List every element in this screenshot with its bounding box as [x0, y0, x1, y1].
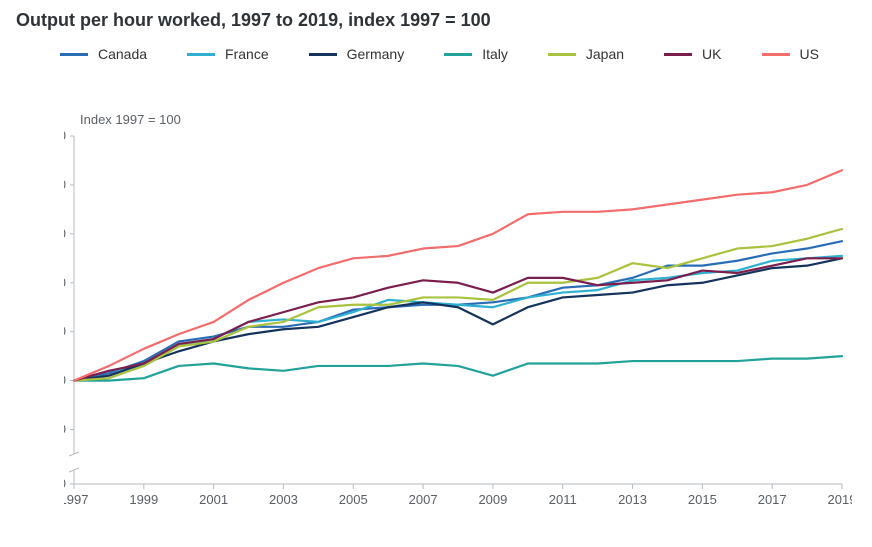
legend-label: UK	[702, 46, 721, 62]
y-tick-label: 90	[64, 422, 66, 437]
y-tick-label: 100	[64, 373, 66, 388]
legend-label: France	[225, 46, 269, 62]
legend: Canada France Germany Italy Japan UK US	[60, 46, 852, 62]
chart-container: Output per hour worked, 1997 to 2019, in…	[0, 0, 872, 547]
legend-swatch-icon	[664, 53, 692, 56]
legend-label: Japan	[586, 46, 624, 62]
x-tick-label: 2005	[339, 492, 368, 507]
legend-swatch-icon	[762, 53, 790, 56]
x-tick-label: 2017	[758, 492, 787, 507]
x-tick-label: 1999	[129, 492, 158, 507]
x-tick-label: 2019	[828, 492, 852, 507]
legend-item-us[interactable]: US	[762, 46, 819, 62]
legend-label: Italy	[482, 46, 508, 62]
x-tick-label: 2009	[478, 492, 507, 507]
legend-label: Germany	[347, 46, 405, 62]
x-tick-label: 2011	[549, 492, 577, 507]
legend-item-france[interactable]: France	[187, 46, 269, 62]
series-canada	[74, 241, 842, 380]
legend-swatch-icon	[309, 53, 337, 56]
series-italy	[74, 356, 842, 380]
legend-swatch-icon	[548, 53, 576, 56]
legend-swatch-icon	[187, 53, 215, 56]
y-tick-label: 120	[64, 275, 66, 290]
y-tick-label: 110	[64, 324, 66, 339]
x-tick-label: 2003	[269, 492, 298, 507]
legend-swatch-icon	[60, 53, 88, 56]
chart-title: Output per hour worked, 1997 to 2019, in…	[16, 10, 491, 31]
legend-item-uk[interactable]: UK	[664, 46, 721, 62]
y-tick-label: 140	[64, 177, 66, 192]
x-tick-label: 1997	[64, 492, 88, 507]
y-tick-label: 130	[64, 226, 66, 241]
y-axis-note: Index 1997 = 100	[80, 112, 181, 127]
x-tick-label: 2013	[618, 492, 647, 507]
chart-plot: 0 90 100 110 120 130 140 150 1997 1999 2001 2003 200…	[64, 130, 852, 512]
legend-label: Canada	[98, 46, 147, 62]
x-tick-label: 2015	[688, 492, 717, 507]
legend-swatch-icon	[444, 53, 472, 56]
legend-label: US	[800, 46, 819, 62]
legend-item-germany[interactable]: Germany	[309, 46, 405, 62]
legend-item-canada[interactable]: Canada	[60, 46, 147, 62]
x-tick-label: 2007	[409, 492, 438, 507]
x-tick-label: 2001	[199, 492, 228, 507]
legend-item-japan[interactable]: Japan	[548, 46, 624, 62]
legend-item-italy[interactable]: Italy	[444, 46, 508, 62]
y-tick-label: 0	[64, 476, 66, 491]
series-germany	[74, 258, 842, 380]
y-tick-label: 150	[64, 130, 66, 143]
